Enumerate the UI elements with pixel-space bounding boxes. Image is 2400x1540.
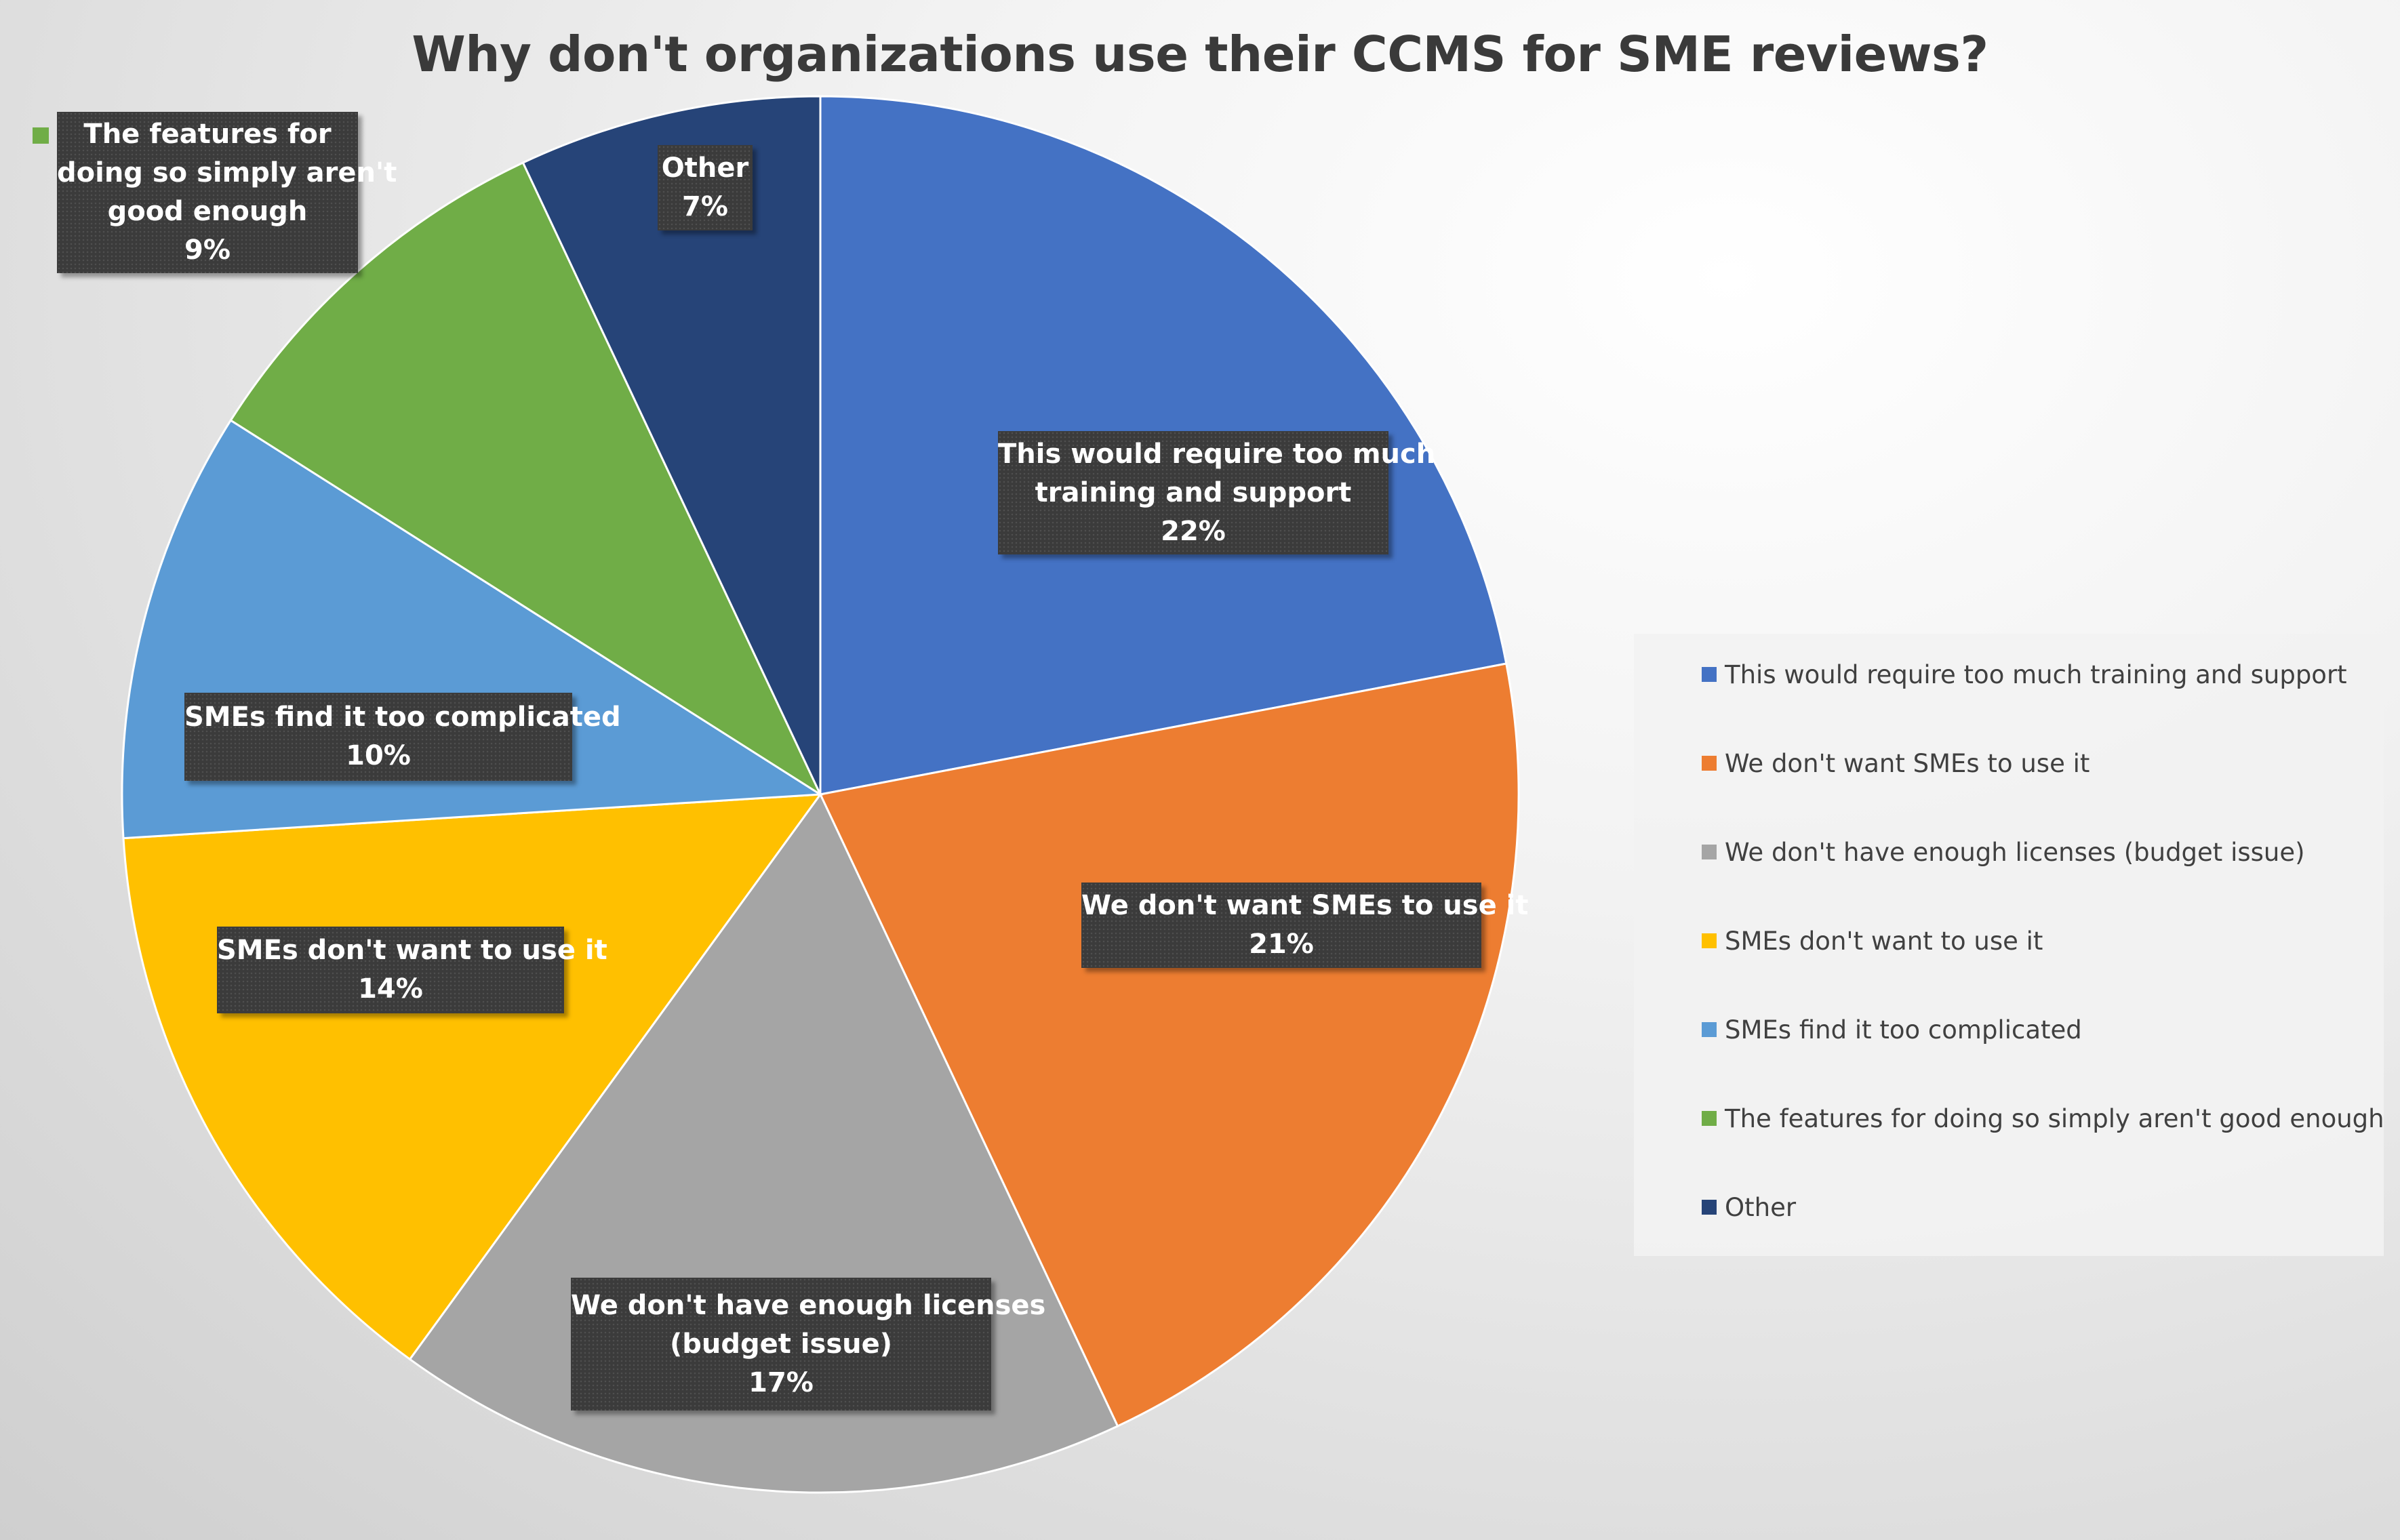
chart-title: Why don't organizations use their CCMS f… <box>412 26 1988 83</box>
data-label-category: Other <box>661 153 749 184</box>
data-label-category: We don't want SMEs to use it <box>1081 890 1529 921</box>
pie-slice-we-don-t-want-smes-to-use-it <box>818 662 1520 1427</box>
legend-label: This would require too much training and… <box>1725 660 2347 689</box>
data-label-category: SMEs don't want to use it <box>217 935 607 966</box>
legend-label: The features for doing so simply aren't … <box>1725 1103 2384 1133</box>
data-label-percent: 17% <box>748 1366 814 1398</box>
legend-swatch <box>1702 845 1717 859</box>
legend-label: SMEs find it too complicated <box>1725 1015 2082 1045</box>
data-label-percent: 22% <box>1161 515 1226 547</box>
data-label-category: good enough <box>107 196 308 227</box>
data-label-percent: 14% <box>358 973 423 1005</box>
data-label-this-would-require-too-much-training-and-support: This would require too much training and … <box>998 431 1436 554</box>
legend-item-smes-don-t-want-to-use-it: SMEs don't want to use it <box>1702 920 2043 961</box>
data-label-percent: 21% <box>1249 929 1314 960</box>
legend-label: Other <box>1725 1192 1797 1222</box>
data-label-smes-find-it-too-complicated: SMEs find it too complicated 10% <box>184 693 621 781</box>
legend-swatch <box>1702 1111 1717 1126</box>
legend-label: SMEs don't want to use it <box>1725 926 2043 956</box>
legend: This would require too much training and… <box>1634 634 2384 1256</box>
floating-legend-key <box>33 127 49 144</box>
pie-slice-other <box>521 95 822 795</box>
data-label-we-don-t-have-enough-licenses-budget-issue: We don't have enough licenses (budget iss… <box>571 1278 1046 1411</box>
data-label-category: The features for <box>83 119 332 150</box>
data-label-the-features-for-doing-so-simply-aren-t-good-enough: The features for doing so simply aren't go… <box>57 112 397 273</box>
pie-slice-the-features-for-doing-so-simply-aren-t-good-enough <box>229 161 823 798</box>
legend-item-the-features-for-doing-so-simply-aren-t-good-enough: The features for doing so simply aren't … <box>1702 1098 2384 1139</box>
data-label-percent: 9% <box>184 235 231 266</box>
legend-item-we-don-t-want-smes-to-use-it: We don't want SMEs to use it <box>1702 743 2089 784</box>
data-label-category: This would require too much <box>998 438 1436 470</box>
data-label-category: doing so simply aren't <box>57 157 397 188</box>
legend-swatch <box>1702 933 1717 948</box>
data-label-category: training and support <box>1035 477 1352 508</box>
legend-item-we-don-t-have-enough-licenses-budget-issue: We don't have enough licenses (budget is… <box>1702 832 2305 872</box>
legend-label: We don't have enough licenses (budget is… <box>1725 837 2305 867</box>
legend-label: We don't want SMEs to use it <box>1725 748 2090 778</box>
legend-item-smes-find-it-too-complicated: SMEs find it too complicated <box>1702 1009 2082 1050</box>
data-label-we-don-t-want-smes-to-use-it: We don't want SMEs to use it 21% <box>1081 883 1529 968</box>
legend-swatch <box>1702 1022 1717 1037</box>
legend-item-this-would-require-too-much-training-and-support: This would require too much training and… <box>1702 654 2347 695</box>
data-label-other: Other 7% <box>658 145 753 230</box>
legend-swatch <box>1702 1200 1717 1215</box>
data-label-category: (budget issue) <box>669 1328 893 1360</box>
data-label-category: SMEs find it too complicated <box>184 702 621 733</box>
data-label-percent: 7% <box>682 191 728 222</box>
data-label-category: We don't have enough licenses <box>571 1289 1046 1321</box>
legend-item-other: Other <box>1702 1187 1796 1228</box>
legend-swatch <box>1702 667 1717 682</box>
legend-swatch <box>1702 756 1717 771</box>
data-label-smes-don-t-want-to-use-it: SMEs don't want to use it 14% <box>217 927 607 1013</box>
data-label-percent: 10% <box>346 740 411 771</box>
